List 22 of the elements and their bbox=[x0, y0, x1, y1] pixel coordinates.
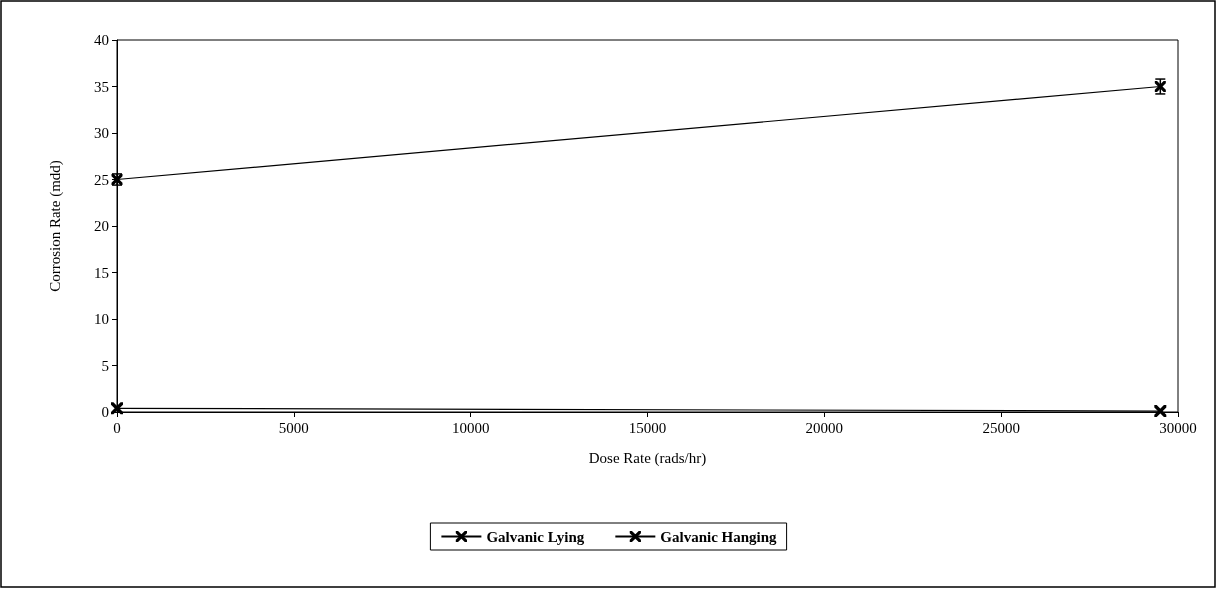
point bbox=[111, 402, 123, 415]
y-tick-label: 40 bbox=[94, 32, 109, 48]
y-axis-title: Corrosion Rate (mdd) bbox=[46, 160, 64, 292]
y-tick-label: 10 bbox=[94, 311, 109, 327]
y-tick-label: 20 bbox=[94, 218, 109, 234]
x-tick-label: 15000 bbox=[628, 419, 667, 436]
legend-label: Galvanic Lying bbox=[486, 528, 585, 545]
y-tick-label: 25 bbox=[94, 171, 109, 188]
x-tick-label: 5000 bbox=[278, 419, 309, 436]
legend-label: Galvanic Hanging bbox=[660, 528, 778, 545]
y-tick-label: 5 bbox=[101, 357, 109, 374]
point bbox=[1154, 405, 1167, 418]
y-tick-label: 30 bbox=[94, 125, 109, 141]
x-tick-label: 10000 bbox=[451, 419, 490, 436]
x-tick-label: 0 bbox=[113, 419, 121, 436]
y-tick-label: 35 bbox=[94, 78, 109, 95]
x-tick-label: 30000 bbox=[1159, 419, 1197, 436]
x-tick-label: 20000 bbox=[805, 419, 844, 436]
y-tick-label: 15 bbox=[94, 264, 109, 281]
y-tick-label: 0 bbox=[101, 404, 109, 420]
x-axis-title: Dose Rate (rads/hr) bbox=[588, 449, 707, 467]
x-tick-label: 25000 bbox=[982, 419, 1020, 436]
